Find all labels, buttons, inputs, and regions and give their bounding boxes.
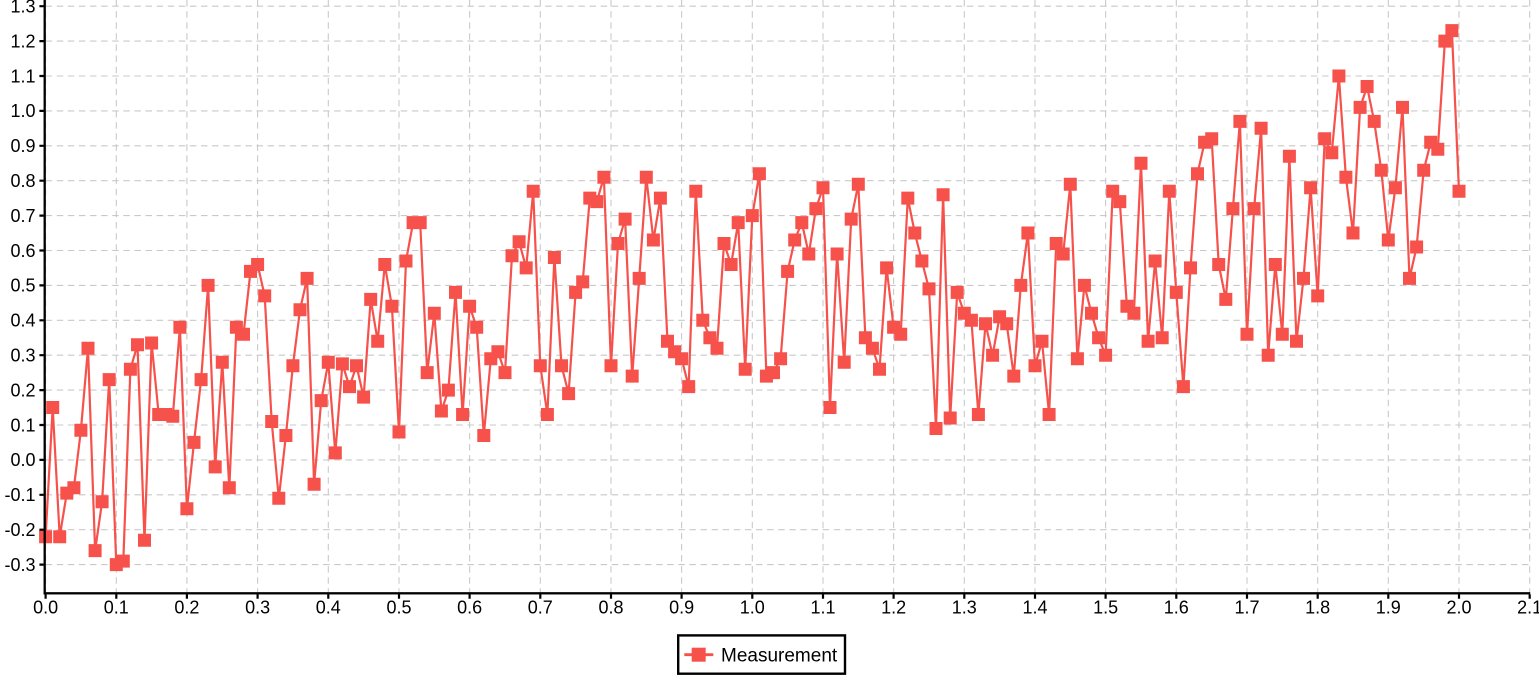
svg-text:0.2: 0.2 — [10, 380, 35, 400]
svg-text:0.4: 0.4 — [10, 311, 35, 331]
svg-text:1.0: 1.0 — [740, 598, 765, 618]
svg-text:0.9: 0.9 — [669, 598, 694, 618]
svg-text:0.7: 0.7 — [528, 598, 553, 618]
svg-text:1.0: 1.0 — [10, 101, 35, 121]
svg-text:0.5: 0.5 — [386, 598, 411, 618]
svg-text:0.8: 0.8 — [598, 598, 623, 618]
svg-text:0.3: 0.3 — [10, 346, 35, 366]
svg-text:0.6: 0.6 — [10, 241, 35, 261]
svg-text:1.6: 1.6 — [1164, 598, 1189, 618]
svg-text:1.5: 1.5 — [1093, 598, 1118, 618]
svg-text:0.1: 0.1 — [10, 415, 35, 435]
svg-text:1.4: 1.4 — [1022, 598, 1047, 618]
svg-text:1.3: 1.3 — [952, 598, 977, 618]
svg-text:0.9: 0.9 — [10, 136, 35, 156]
svg-text:-0.1: -0.1 — [4, 485, 35, 505]
svg-text:-0.3: -0.3 — [4, 555, 35, 575]
svg-text:0.1: 0.1 — [104, 598, 129, 618]
svg-text:1.9: 1.9 — [1376, 598, 1401, 618]
svg-text:1.1: 1.1 — [810, 598, 835, 618]
svg-text:0.7: 0.7 — [10, 206, 35, 226]
svg-text:0.2: 0.2 — [174, 598, 199, 618]
svg-text:1.1: 1.1 — [10, 66, 35, 86]
svg-text:0.5: 0.5 — [10, 276, 35, 296]
svg-text:0.3: 0.3 — [245, 598, 270, 618]
svg-text:0.0: 0.0 — [10, 450, 35, 470]
svg-text:0.4: 0.4 — [316, 598, 341, 618]
svg-text:-0.2: -0.2 — [4, 520, 35, 540]
svg-text:0.8: 0.8 — [10, 171, 35, 191]
svg-text:1.2: 1.2 — [881, 598, 906, 618]
svg-text:0.0: 0.0 — [33, 598, 58, 618]
svg-text:1.3: 1.3 — [10, 0, 35, 17]
svg-text:Measurement: Measurement — [721, 645, 838, 666]
svg-text:2.1: 2.1 — [1517, 598, 1539, 618]
svg-text:1.2: 1.2 — [10, 31, 35, 51]
svg-text:2.0: 2.0 — [1446, 598, 1471, 618]
svg-text:1.7: 1.7 — [1234, 598, 1259, 618]
svg-text:0.6: 0.6 — [457, 598, 482, 618]
svg-text:1.8: 1.8 — [1305, 598, 1330, 618]
